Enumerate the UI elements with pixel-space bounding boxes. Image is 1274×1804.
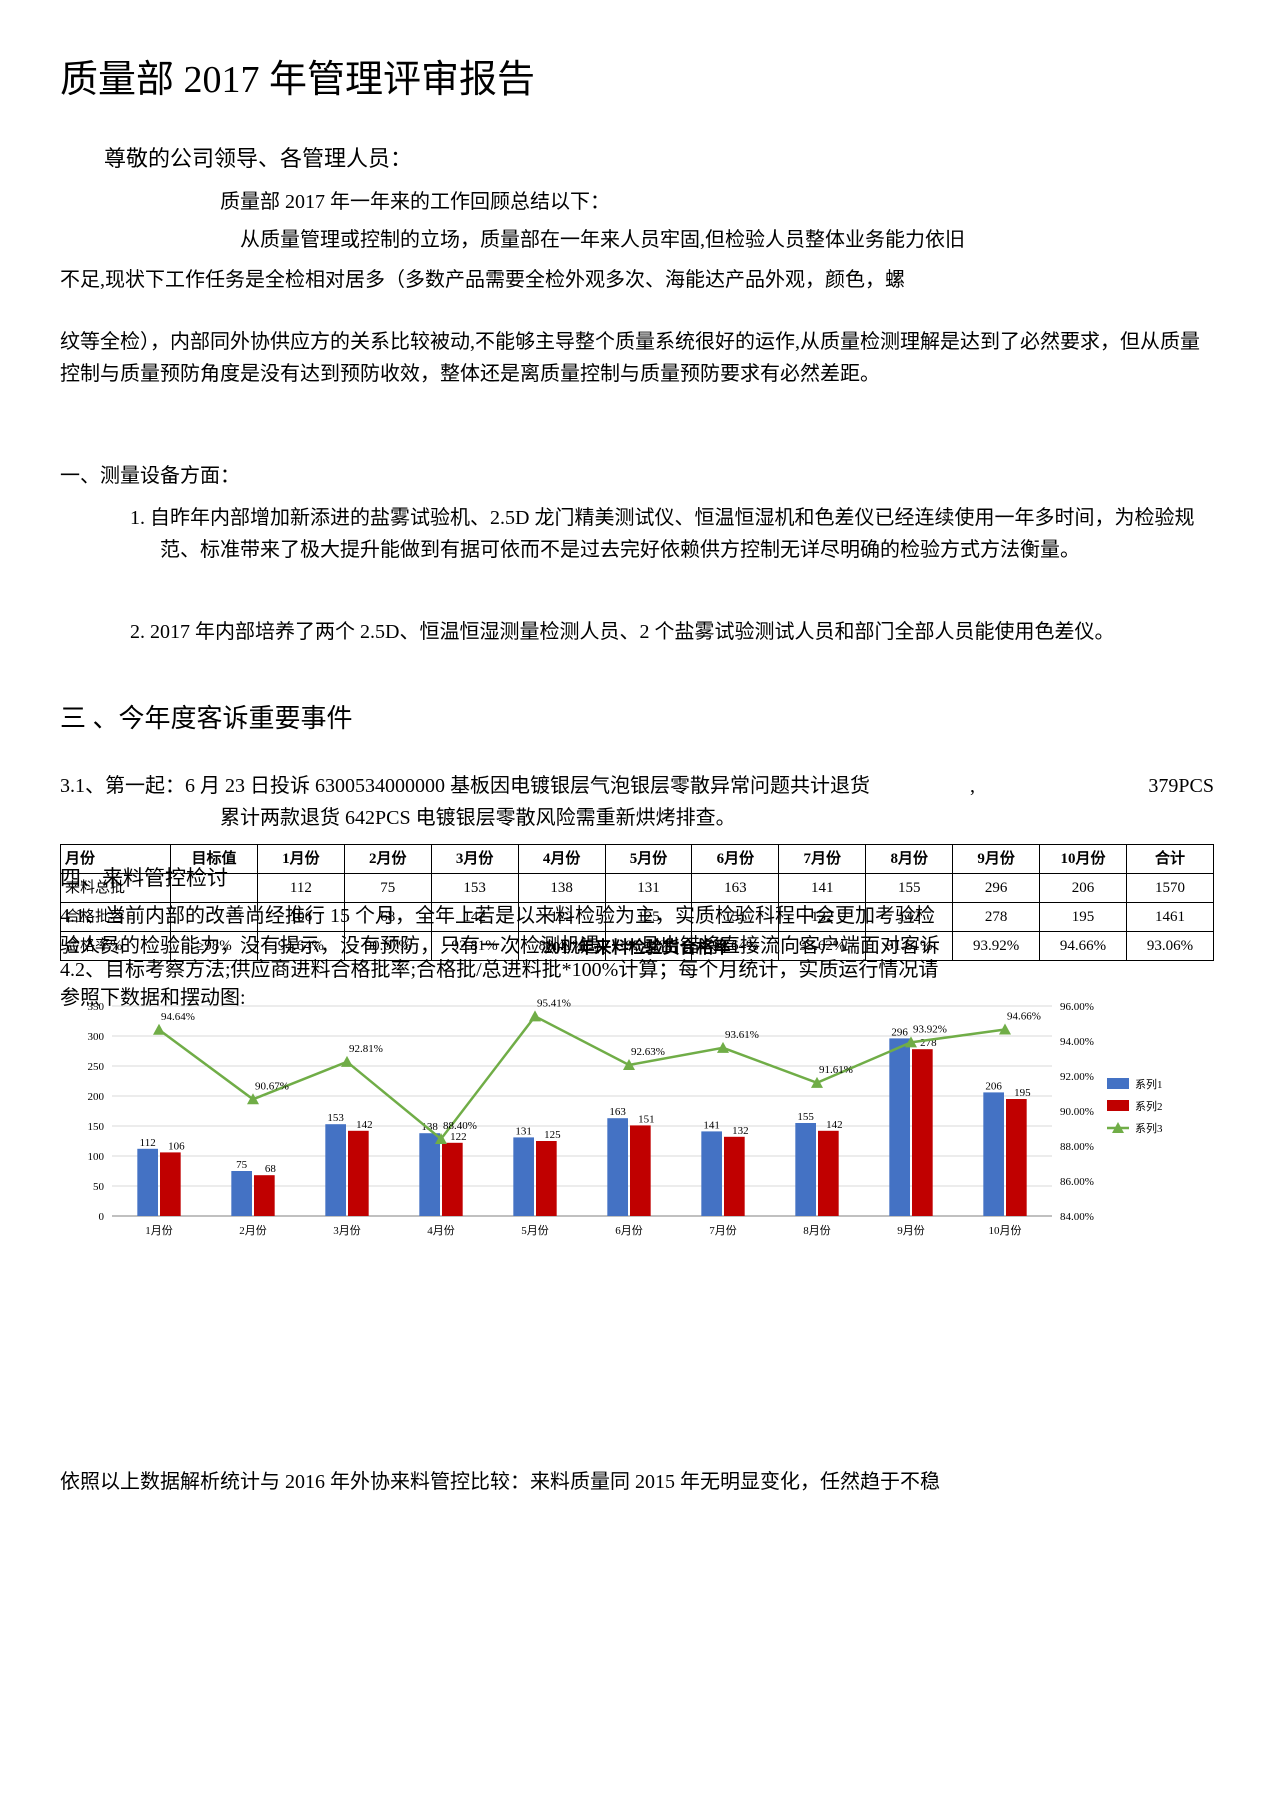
svg-text:131: 131 xyxy=(515,1125,532,1137)
svg-text:151: 151 xyxy=(638,1113,655,1125)
para2: 纹等全检），内部同外协供应方的关系比较被动,不能够主导整个质量系统很好的运作,从… xyxy=(60,326,1214,390)
svg-text:92.00%: 92.00% xyxy=(1060,1071,1094,1083)
svg-text:112: 112 xyxy=(140,1136,156,1148)
svg-text:296: 296 xyxy=(891,1026,908,1038)
chart-svg: 0 50 100 150 200 250 300 350 84.00% 86.00% 88.00% 9… xyxy=(60,996,1214,1266)
svg-text:6月份: 6月份 xyxy=(615,1224,643,1237)
svg-text:163: 163 xyxy=(609,1106,626,1118)
svg-text:84.00%: 84.00% xyxy=(1060,1211,1094,1223)
svg-text:50: 50 xyxy=(93,1181,105,1193)
svg-text:系列1: 系列1 xyxy=(1135,1077,1163,1091)
overlap-region: 月份目标值1月份2月份3月份4月份5月份6月份7月份8月份9月份10月份合计 来… xyxy=(60,844,1214,1266)
svg-text:142: 142 xyxy=(826,1118,843,1130)
svg-text:系列2: 系列2 xyxy=(1135,1099,1163,1113)
svg-text:206: 206 xyxy=(985,1080,1002,1092)
svg-text:350: 350 xyxy=(88,1001,105,1013)
svg-text:86.00%: 86.00% xyxy=(1060,1176,1094,1188)
svg-text:122: 122 xyxy=(450,1130,467,1142)
svg-text:100: 100 xyxy=(88,1151,105,1163)
svg-text:94.64%: 94.64% xyxy=(161,1010,195,1022)
svg-text:141: 141 xyxy=(703,1119,720,1131)
svg-text:2月份: 2月份 xyxy=(239,1224,267,1237)
svg-text:150: 150 xyxy=(88,1121,105,1133)
intro-line: 质量部 2017 年一年来的工作回顾总结以下： xyxy=(60,186,1214,218)
svg-text:91.61%: 91.61% xyxy=(819,1063,853,1075)
svg-text:250: 250 xyxy=(88,1061,105,1073)
page-title: 质量部 2017 年管理评审报告 xyxy=(60,50,1214,111)
svg-text:90.00%: 90.00% xyxy=(1060,1106,1094,1118)
svg-text:195: 195 xyxy=(1014,1087,1031,1099)
svg-text:300: 300 xyxy=(88,1031,105,1043)
svg-text:8月份: 8月份 xyxy=(803,1224,831,1237)
section1-item1: 1. 自昨年内部增加新添进的盐雾试验机、2.5D 龙门精美测试仪、恒温恒湿机和色… xyxy=(160,502,1214,566)
svg-text:1月份: 1月份 xyxy=(145,1224,173,1237)
svg-text:88.40%: 88.40% xyxy=(443,1120,477,1132)
section1-item2: 2. 2017 年内部培养了两个 2.5D、恒温恒湿测量检测人员、2 个盐雾试验… xyxy=(160,616,1214,648)
svg-text:125: 125 xyxy=(544,1129,561,1141)
svg-text:3月份: 3月份 xyxy=(333,1224,361,1237)
svg-text:4月份: 4月份 xyxy=(427,1224,455,1237)
svg-text:92.81%: 92.81% xyxy=(349,1042,383,1054)
svg-text:96.00%: 96.00% xyxy=(1060,1001,1094,1013)
svg-text:153: 153 xyxy=(327,1112,344,1124)
para1a: 从质量管理或控制的立场，质量部在一年来人员牢固,但检验人员整体业务能力依旧 xyxy=(60,224,1214,256)
svg-text:90.67%: 90.67% xyxy=(255,1080,289,1092)
svg-text:系列3: 系列3 xyxy=(1135,1121,1163,1135)
svg-text:200: 200 xyxy=(88,1091,105,1103)
item-3-1-cont: 累计两款退货 642PCS 电镀银层零散风险需重新烘烤排查。 xyxy=(220,802,1214,834)
svg-text:0: 0 xyxy=(99,1211,105,1223)
salutation: 尊敬的公司领导、各管理人员： xyxy=(60,141,1214,176)
svg-text:106: 106 xyxy=(168,1140,185,1152)
svg-text:155: 155 xyxy=(797,1111,814,1123)
svg-text:5月份: 5月份 xyxy=(521,1224,549,1237)
svg-text:142: 142 xyxy=(356,1118,373,1130)
svg-text:132: 132 xyxy=(732,1124,749,1136)
pcs-379: 379PCS xyxy=(1148,770,1214,802)
after-chart-para: 依照以上数据解析统计与 2016 年外协来料管控比较：来料质量同 2015 年无… xyxy=(60,1466,1214,1498)
svg-text:94.66%: 94.66% xyxy=(1007,1010,1041,1022)
overlay-4-1: 4.1、当前内部的改善尚经推行 15 个月，全年上若是以来料检验为主，实质检验科… xyxy=(60,900,1214,932)
section1-head: 一、测量设备方面： xyxy=(60,460,1214,492)
item-3-1: 3.1、第一起：6 月 23 日投诉 6300534000000 基板因电镀银层… xyxy=(60,770,1214,802)
svg-text:68: 68 xyxy=(265,1163,277,1175)
combo-chart: 0 50 100 150 200 250 300 350 84.00% 86.00% 88.00% 9… xyxy=(60,996,1214,1266)
svg-text:94.00%: 94.00% xyxy=(1060,1036,1094,1048)
svg-text:9月份: 9月份 xyxy=(897,1224,925,1237)
svg-text:93.61%: 93.61% xyxy=(725,1028,759,1040)
svg-text:10月份: 10月份 xyxy=(989,1224,1022,1237)
svg-text:93.92%: 93.92% xyxy=(913,1023,947,1035)
svg-text:88.00%: 88.00% xyxy=(1060,1141,1094,1153)
para1b: 不足,现状下工作任务是全检相对居多（多数产品需要全检外观多次、海能达产品外观，颜… xyxy=(60,264,1214,296)
svg-text:75: 75 xyxy=(236,1159,248,1171)
section3-head: 三 、今年度客诉重要事件 xyxy=(60,698,1214,740)
svg-text:95.41%: 95.41% xyxy=(537,997,571,1009)
svg-text:7月份: 7月份 xyxy=(709,1224,737,1237)
svg-text:92.63%: 92.63% xyxy=(631,1046,665,1058)
section4-head: 四、来料管控检讨 xyxy=(60,862,1214,896)
